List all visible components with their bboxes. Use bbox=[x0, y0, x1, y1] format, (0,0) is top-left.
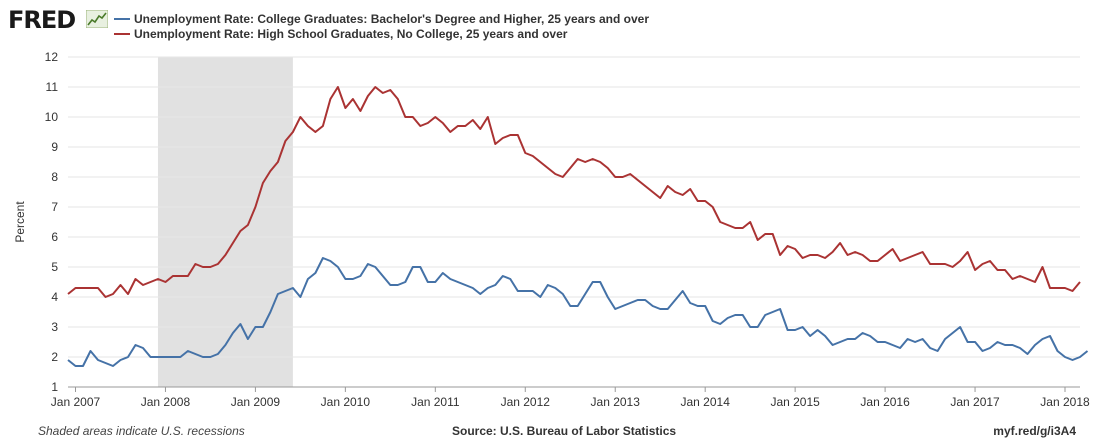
legend-swatch-highschool bbox=[114, 32, 130, 35]
legend-label-college: Unemployment Rate: College Graduates: Ba… bbox=[134, 11, 650, 26]
short-url[interactable]: myf.red/g/i3A4 bbox=[993, 424, 1076, 438]
y-tick-label: 1 bbox=[51, 380, 58, 394]
chart-legend: Unemployment Rate: College Graduates: Ba… bbox=[114, 11, 649, 41]
y-tick-label: 9 bbox=[51, 140, 58, 154]
recession-band bbox=[157, 57, 293, 387]
x-tick-label: Jan 2013 bbox=[591, 395, 641, 409]
chart-footer: Shaded areas indicate U.S. recessions So… bbox=[0, 422, 1100, 440]
y-tick-label: 2 bbox=[51, 350, 58, 364]
x-tick-label: Jan 2014 bbox=[680, 395, 730, 409]
y-tick-label: 11 bbox=[46, 80, 59, 94]
x-tick-label: Jan 2018 bbox=[1040, 395, 1090, 409]
x-tick-label: Jan 2017 bbox=[950, 395, 1000, 409]
x-tick-label: Jan 2011 bbox=[411, 395, 460, 409]
y-tick-label: 6 bbox=[51, 230, 58, 244]
legend-item-college[interactable]: Unemployment Rate: College Graduates: Ba… bbox=[114, 11, 649, 26]
series-line-college bbox=[67, 257, 1089, 367]
x-tick-label: Jan 2010 bbox=[321, 395, 371, 409]
y-tick-label: 8 bbox=[51, 170, 58, 184]
series-layer bbox=[67, 86, 1089, 367]
y-tick-label: 10 bbox=[45, 110, 59, 124]
x-tick-label: Jan 2009 bbox=[231, 395, 281, 409]
fred-sparkline-icon bbox=[86, 10, 108, 28]
fred-logo[interactable]: FRED bbox=[8, 6, 76, 34]
legend-item-highschool[interactable]: Unemployment Rate: High School Graduates… bbox=[114, 26, 649, 41]
legend-label-highschool: Unemployment Rate: High School Graduates… bbox=[134, 26, 568, 41]
y-tick-label: 5 bbox=[51, 260, 58, 274]
recession-band-layer bbox=[157, 57, 293, 387]
x-tick-label: Jan 2008 bbox=[141, 395, 191, 409]
x-tick-label: Jan 2016 bbox=[860, 395, 910, 409]
chart-header: FRED Unemployment Rate: College Graduate… bbox=[0, 0, 1100, 48]
y-tick-label: 3 bbox=[51, 320, 58, 334]
source-note[interactable]: Source: U.S. Bureau of Labor Statistics bbox=[452, 424, 677, 438]
series-line-highschool bbox=[67, 86, 1081, 298]
y-tick-label: 12 bbox=[45, 50, 59, 64]
y-axis-title: Percent bbox=[13, 201, 27, 243]
x-tick-label: Jan 2012 bbox=[501, 395, 551, 409]
y-tick-label: 4 bbox=[51, 290, 58, 304]
x-tick-label: Jan 2007 bbox=[51, 395, 101, 409]
x-tick-label: Jan 2015 bbox=[770, 395, 820, 409]
axis-layer bbox=[68, 386, 1080, 392]
recession-note: Shaded areas indicate U.S. recessions bbox=[38, 424, 245, 438]
y-tick-label: 7 bbox=[51, 200, 58, 214]
legend-swatch-college bbox=[114, 17, 130, 20]
